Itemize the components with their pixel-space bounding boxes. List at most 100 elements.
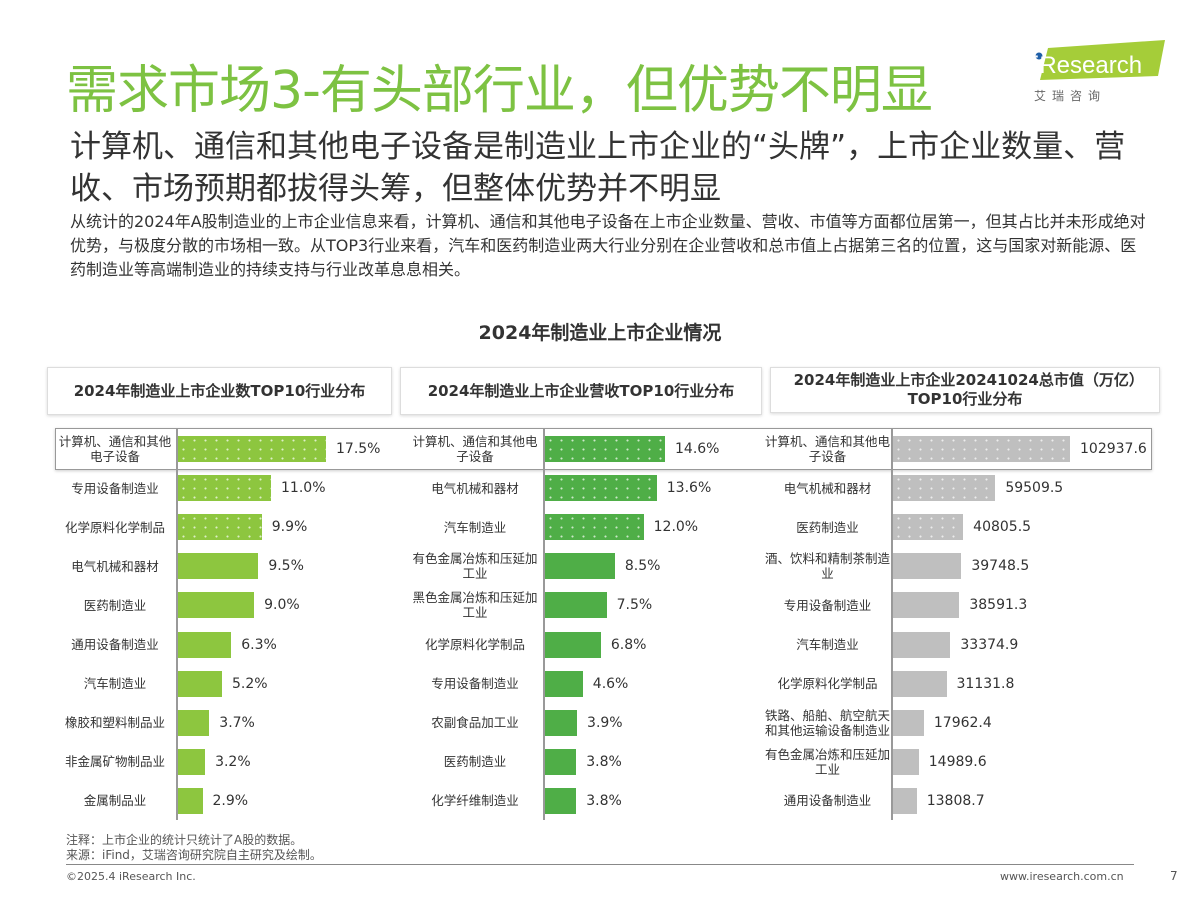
bar — [545, 475, 657, 502]
data-label: 12.0% — [653, 519, 699, 536]
subtitle: 计算机、通信和其他电子设备是制造业上市企业的“头牌”，上市企业数量、营收、市场预… — [70, 129, 1126, 207]
data-label: 13808.7 — [926, 792, 985, 809]
data-label: 38591.3 — [969, 597, 1028, 614]
data-label: 3.8% — [586, 753, 622, 770]
category-label: 非金属矿物制品业 — [64, 754, 165, 770]
category-label: 有色金属冶炼和压延加工业 — [765, 746, 891, 777]
website-link[interactable]: www.iresearch.com.cn — [1000, 870, 1124, 883]
bar — [893, 631, 951, 658]
bar — [178, 436, 326, 462]
bar — [545, 748, 577, 775]
bar — [893, 514, 964, 541]
data-label: 13.6% — [666, 480, 712, 497]
footnote: 注释：上市企业的统计只统计了A股的数据。 来源：iFind，艾瑞咨询研究院自主研… — [66, 833, 322, 863]
category-label: 汽车制造业 — [83, 676, 147, 692]
description: 从统计的2024年A股制造业的上市企业信息来看，计算机、通信和其他电子设备在上市… — [70, 212, 1146, 279]
data-label: 9.5% — [268, 558, 304, 575]
category-label: 橡胶和塑料制品业 — [64, 715, 165, 731]
bar — [545, 787, 577, 814]
divider — [66, 864, 1134, 865]
bar — [178, 670, 222, 697]
category-label: 计算机、通信和其他电子设备 — [412, 434, 538, 464]
top-row-highlight — [55, 428, 1152, 470]
category-label: 农副食品加工业 — [431, 715, 519, 731]
bar — [545, 670, 583, 697]
bar — [545, 709, 578, 736]
category-label: 化学原料化学制品 — [64, 519, 165, 535]
data-label: 6.3% — [241, 636, 277, 653]
category-label: 化学纤维制造业 — [431, 793, 519, 809]
bar — [178, 787, 203, 814]
data-label: 102937.6 — [1080, 441, 1147, 457]
data-label: 31131.8 — [956, 675, 1015, 692]
category-label: 医药制造业 — [796, 519, 859, 535]
page-number: 7 — [1170, 869, 1178, 883]
category-label: 有色金属冶炼和压延加工业 — [412, 551, 538, 582]
bar — [545, 436, 665, 462]
bar — [178, 631, 232, 658]
data-label: 40805.5 — [973, 519, 1032, 536]
category-label: 通用设备制造业 — [783, 793, 872, 809]
category-label: 电气机械和器材 — [431, 480, 519, 496]
data-label: 3.7% — [219, 714, 255, 731]
chart-title: 2024年制造业上市企业情况 — [478, 322, 722, 344]
panel-header-market-cap: 2024年制造业上市企业20241024总市值（万亿）TOP10行业分布 — [770, 367, 1160, 413]
bar — [178, 592, 255, 619]
data-label: 14.6% — [675, 441, 720, 457]
category-label: 化学原料化学制品 — [777, 676, 878, 692]
bar — [178, 748, 206, 775]
data-label: 8.5% — [624, 558, 661, 575]
category-label: 汽车制造业 — [443, 519, 507, 535]
bar — [893, 553, 962, 580]
bar — [178, 475, 272, 502]
data-label: 3.2% — [215, 753, 251, 770]
page-title: 需求市场3-有头部行业，但优势不明显 — [66, 61, 933, 121]
copyright: ©2025.4 iResearch Inc. — [66, 870, 196, 883]
bar — [893, 592, 960, 619]
bar — [893, 709, 924, 736]
iresearch-logo: iResearch 艾瑞咨询 — [1030, 40, 1170, 110]
data-label: 17962.4 — [933, 714, 992, 731]
note-text: 注释：上市企业的统计只统计了A股的数据。 — [66, 833, 303, 847]
data-label: 4.6% — [592, 675, 629, 692]
data-label: 59509.5 — [1005, 480, 1064, 497]
category-label: 电气机械和器材 — [71, 558, 159, 574]
data-label: 2.9% — [212, 792, 249, 809]
bar — [178, 514, 262, 541]
panel-header-revenue: 2024年制造业上市企业营收TOP10行业分布 — [400, 367, 762, 415]
source-text: 来源：iFind，艾瑞咨询研究院自主研究及绘制。 — [66, 848, 322, 862]
category-label: 汽车制造业 — [796, 637, 859, 652]
bar — [545, 592, 607, 619]
bar — [893, 670, 947, 697]
category-label: 电气机械和器材 — [783, 480, 872, 496]
axis-line — [543, 428, 545, 820]
data-label: 3.8% — [586, 792, 622, 809]
category-label: 计算机、通信和其他电子设备 — [58, 434, 172, 464]
category-label: 黑色金属冶炼和压延加工业 — [412, 590, 538, 621]
category-label: 铁路、船舶、航空航天和其他运输设备制造业 — [765, 707, 891, 738]
svg-text:艾瑞咨询: 艾瑞咨询 — [1034, 88, 1106, 103]
data-label: 33374.9 — [960, 636, 1019, 653]
category-label: 医药制造业 — [443, 754, 507, 770]
category-label: 化学原料化学制品 — [424, 637, 525, 652]
bar — [893, 787, 917, 814]
bar — [545, 553, 615, 580]
data-label: 17.5% — [336, 441, 381, 457]
data-label: 5.2% — [231, 675, 268, 692]
axis-line — [176, 428, 178, 820]
bar — [893, 748, 919, 775]
data-label: 11.0% — [281, 480, 326, 497]
bar — [893, 436, 1070, 462]
svg-text:iResearch: iResearch — [1034, 52, 1142, 79]
category-label: 酒、饮料和精制茶制造业 — [765, 551, 891, 582]
panel-header-count: 2024年制造业上市企业数TOP10行业分布 — [47, 367, 392, 415]
data-label: 14989.6 — [928, 753, 987, 770]
data-label: 6.8% — [610, 636, 647, 653]
category-label: 专用设备制造业 — [783, 597, 872, 613]
category-label: 计算机、通信和其他电子设备 — [765, 434, 891, 464]
bar — [545, 514, 644, 541]
bar — [178, 553, 259, 580]
data-label: 3.9% — [587, 714, 623, 731]
bar — [545, 631, 601, 658]
category-label: 专用设备制造业 — [71, 480, 159, 496]
